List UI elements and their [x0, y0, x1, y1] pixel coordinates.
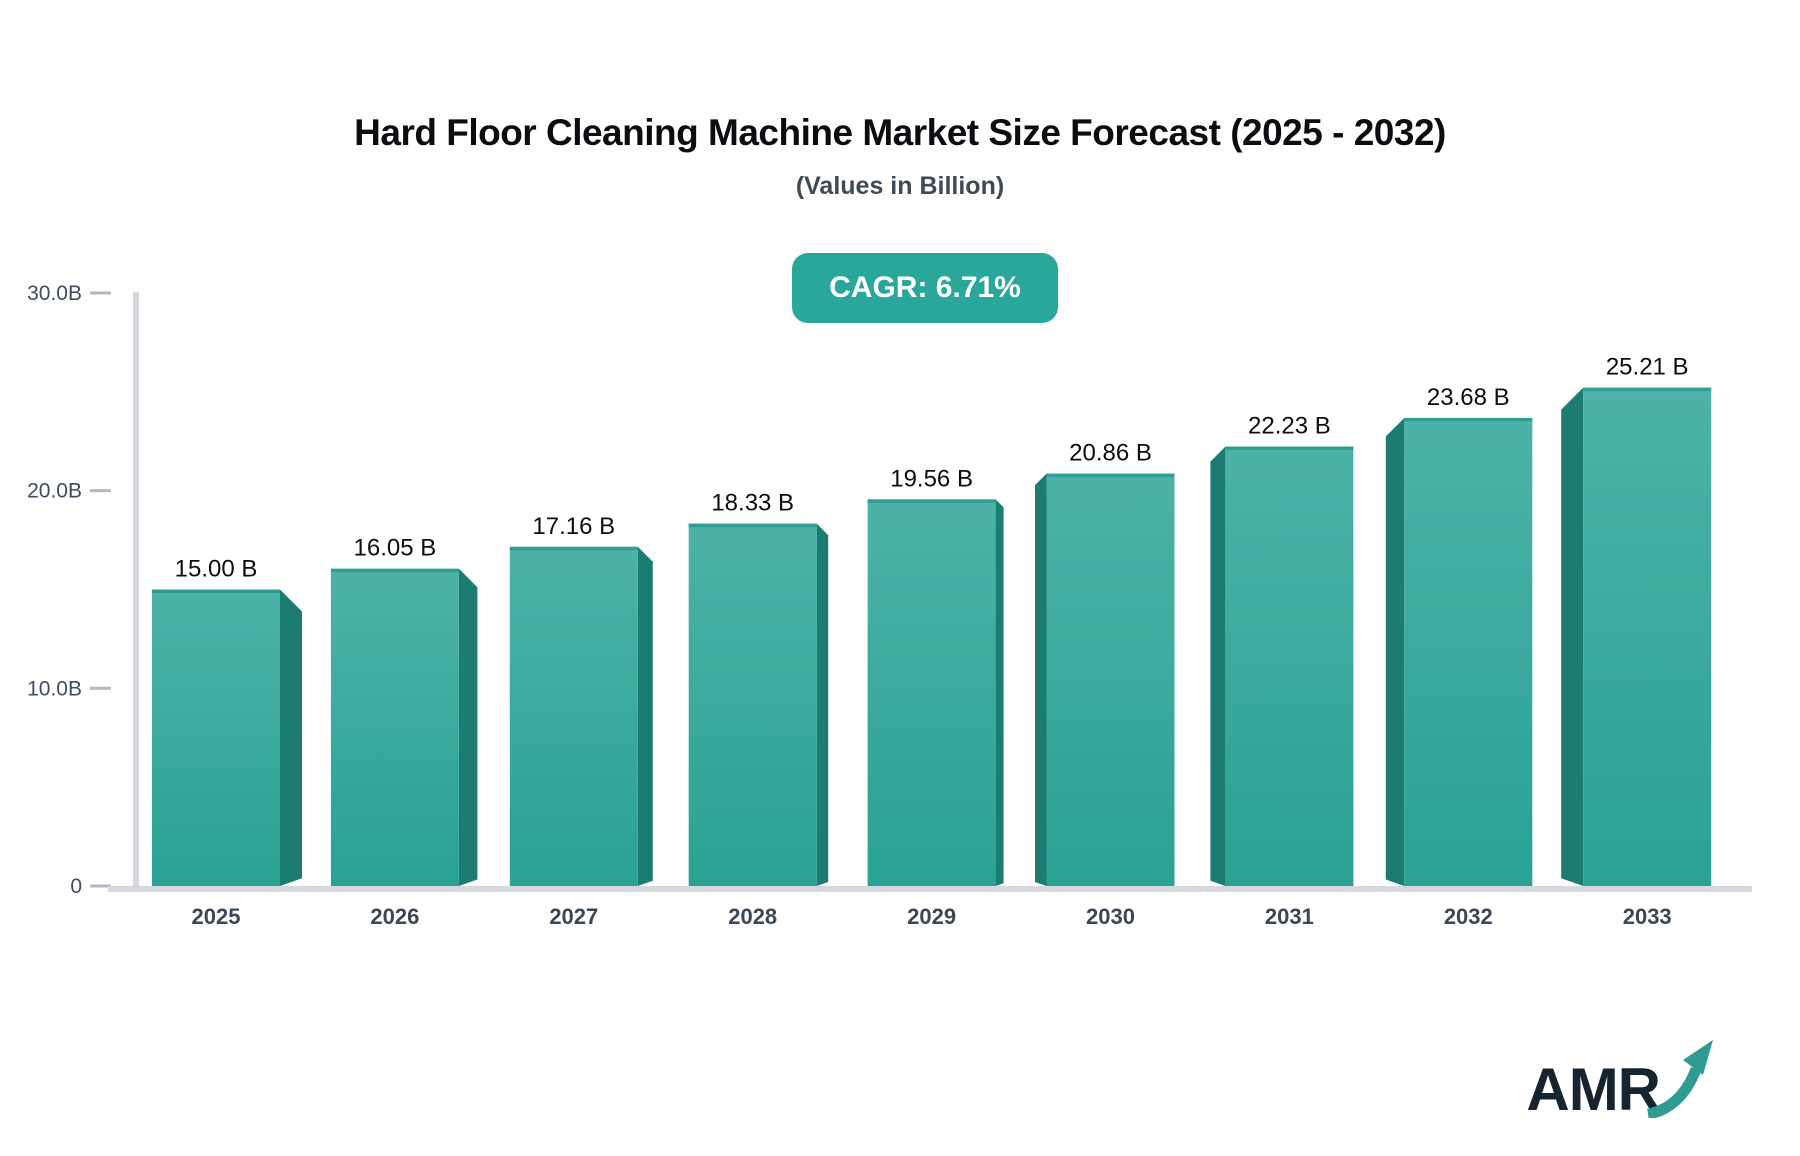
y-axis-line — [133, 292, 139, 886]
bar-top-edge — [867, 499, 996, 503]
x-tick-label: 2025 — [192, 904, 241, 929]
bar-top-edge — [152, 589, 280, 593]
growth-arrow-icon — [1646, 1040, 1713, 1118]
bar-front-face — [1404, 417, 1533, 886]
bar-front-face — [1046, 473, 1175, 886]
bar-side-face — [458, 568, 478, 886]
bar-top-edge — [1225, 446, 1354, 451]
y-tick-label: 20.0B — [27, 480, 82, 503]
y-tick-label: 0 — [70, 875, 82, 898]
bar-value-label: 16.05 B — [354, 535, 437, 562]
x-tick-label: 2030 — [1086, 904, 1135, 929]
bar-top-edge — [509, 546, 638, 551]
bar-top-edge — [1404, 417, 1533, 422]
bar-front-face — [1225, 446, 1354, 886]
y-tick-label: 30.0B — [27, 282, 82, 305]
bar — [1561, 387, 1712, 886]
bar-value-label: 25.21 B — [1606, 354, 1689, 381]
bar-front-face — [867, 499, 996, 886]
bar-side-face — [637, 546, 653, 886]
bar-front-face — [152, 589, 280, 886]
bar — [867, 499, 1004, 886]
x-tick-label: 2026 — [370, 904, 419, 929]
bar-front-face — [330, 568, 459, 886]
y-tick-mark — [90, 686, 111, 690]
bar-top-edge — [1046, 473, 1175, 478]
chart-subtitle: (Values in Billion) — [795, 172, 1005, 200]
bar-value-label: 20.86 B — [1069, 440, 1152, 467]
bar-side-face — [816, 523, 829, 886]
bar-value-label: 15.00 B — [175, 556, 258, 583]
bar — [1210, 446, 1354, 886]
x-tick-label: 2032 — [1444, 904, 1493, 929]
bar-side-face — [995, 499, 1004, 886]
bar-front-face — [509, 546, 638, 886]
bar-front-face — [688, 523, 817, 886]
bar-front-face — [1583, 387, 1712, 886]
amr-logo: AMR — [1526, 1038, 1714, 1120]
bar-top-edge — [1583, 387, 1712, 392]
bar — [330, 568, 478, 886]
x-tick-label: 2033 — [1623, 904, 1672, 929]
bar-value-label: 19.56 B — [890, 465, 973, 492]
cagr-badge: CAGR: 6.71% — [792, 253, 1058, 323]
x-tick-label: 2027 — [549, 904, 598, 929]
bar — [509, 546, 653, 886]
bar-side-face — [1210, 446, 1226, 886]
bar-value-label: 17.16 B — [532, 513, 615, 540]
x-tick-label: 2029 — [907, 904, 956, 929]
bar-side-face — [1385, 417, 1405, 886]
x-tick-label: 2028 — [728, 904, 777, 929]
x-tick-label: 2031 — [1265, 904, 1314, 929]
bar-side-face — [1035, 473, 1047, 886]
bar-value-label: 23.68 B — [1427, 384, 1510, 411]
bar — [152, 589, 302, 886]
y-tick-mark — [90, 291, 111, 295]
y-tick-label: 10.0B — [27, 677, 82, 700]
y-tick-mark — [90, 884, 111, 888]
bar-side-face — [1561, 387, 1584, 886]
bar-value-label: 22.23 B — [1248, 413, 1331, 440]
y-tick-mark — [90, 489, 111, 493]
x-axis-line — [108, 886, 1752, 892]
amr-logo-text: AMR — [1526, 1056, 1661, 1123]
bar-top-edge — [688, 523, 817, 528]
bar-value-label: 18.33 B — [711, 490, 794, 517]
bar-top-edge — [330, 568, 459, 573]
bar — [1385, 417, 1533, 886]
bar — [1035, 473, 1175, 886]
chart-title: Hard Floor Cleaning Machine Market Size … — [354, 112, 1446, 153]
bar-side-face — [280, 589, 302, 886]
bar — [688, 523, 829, 886]
